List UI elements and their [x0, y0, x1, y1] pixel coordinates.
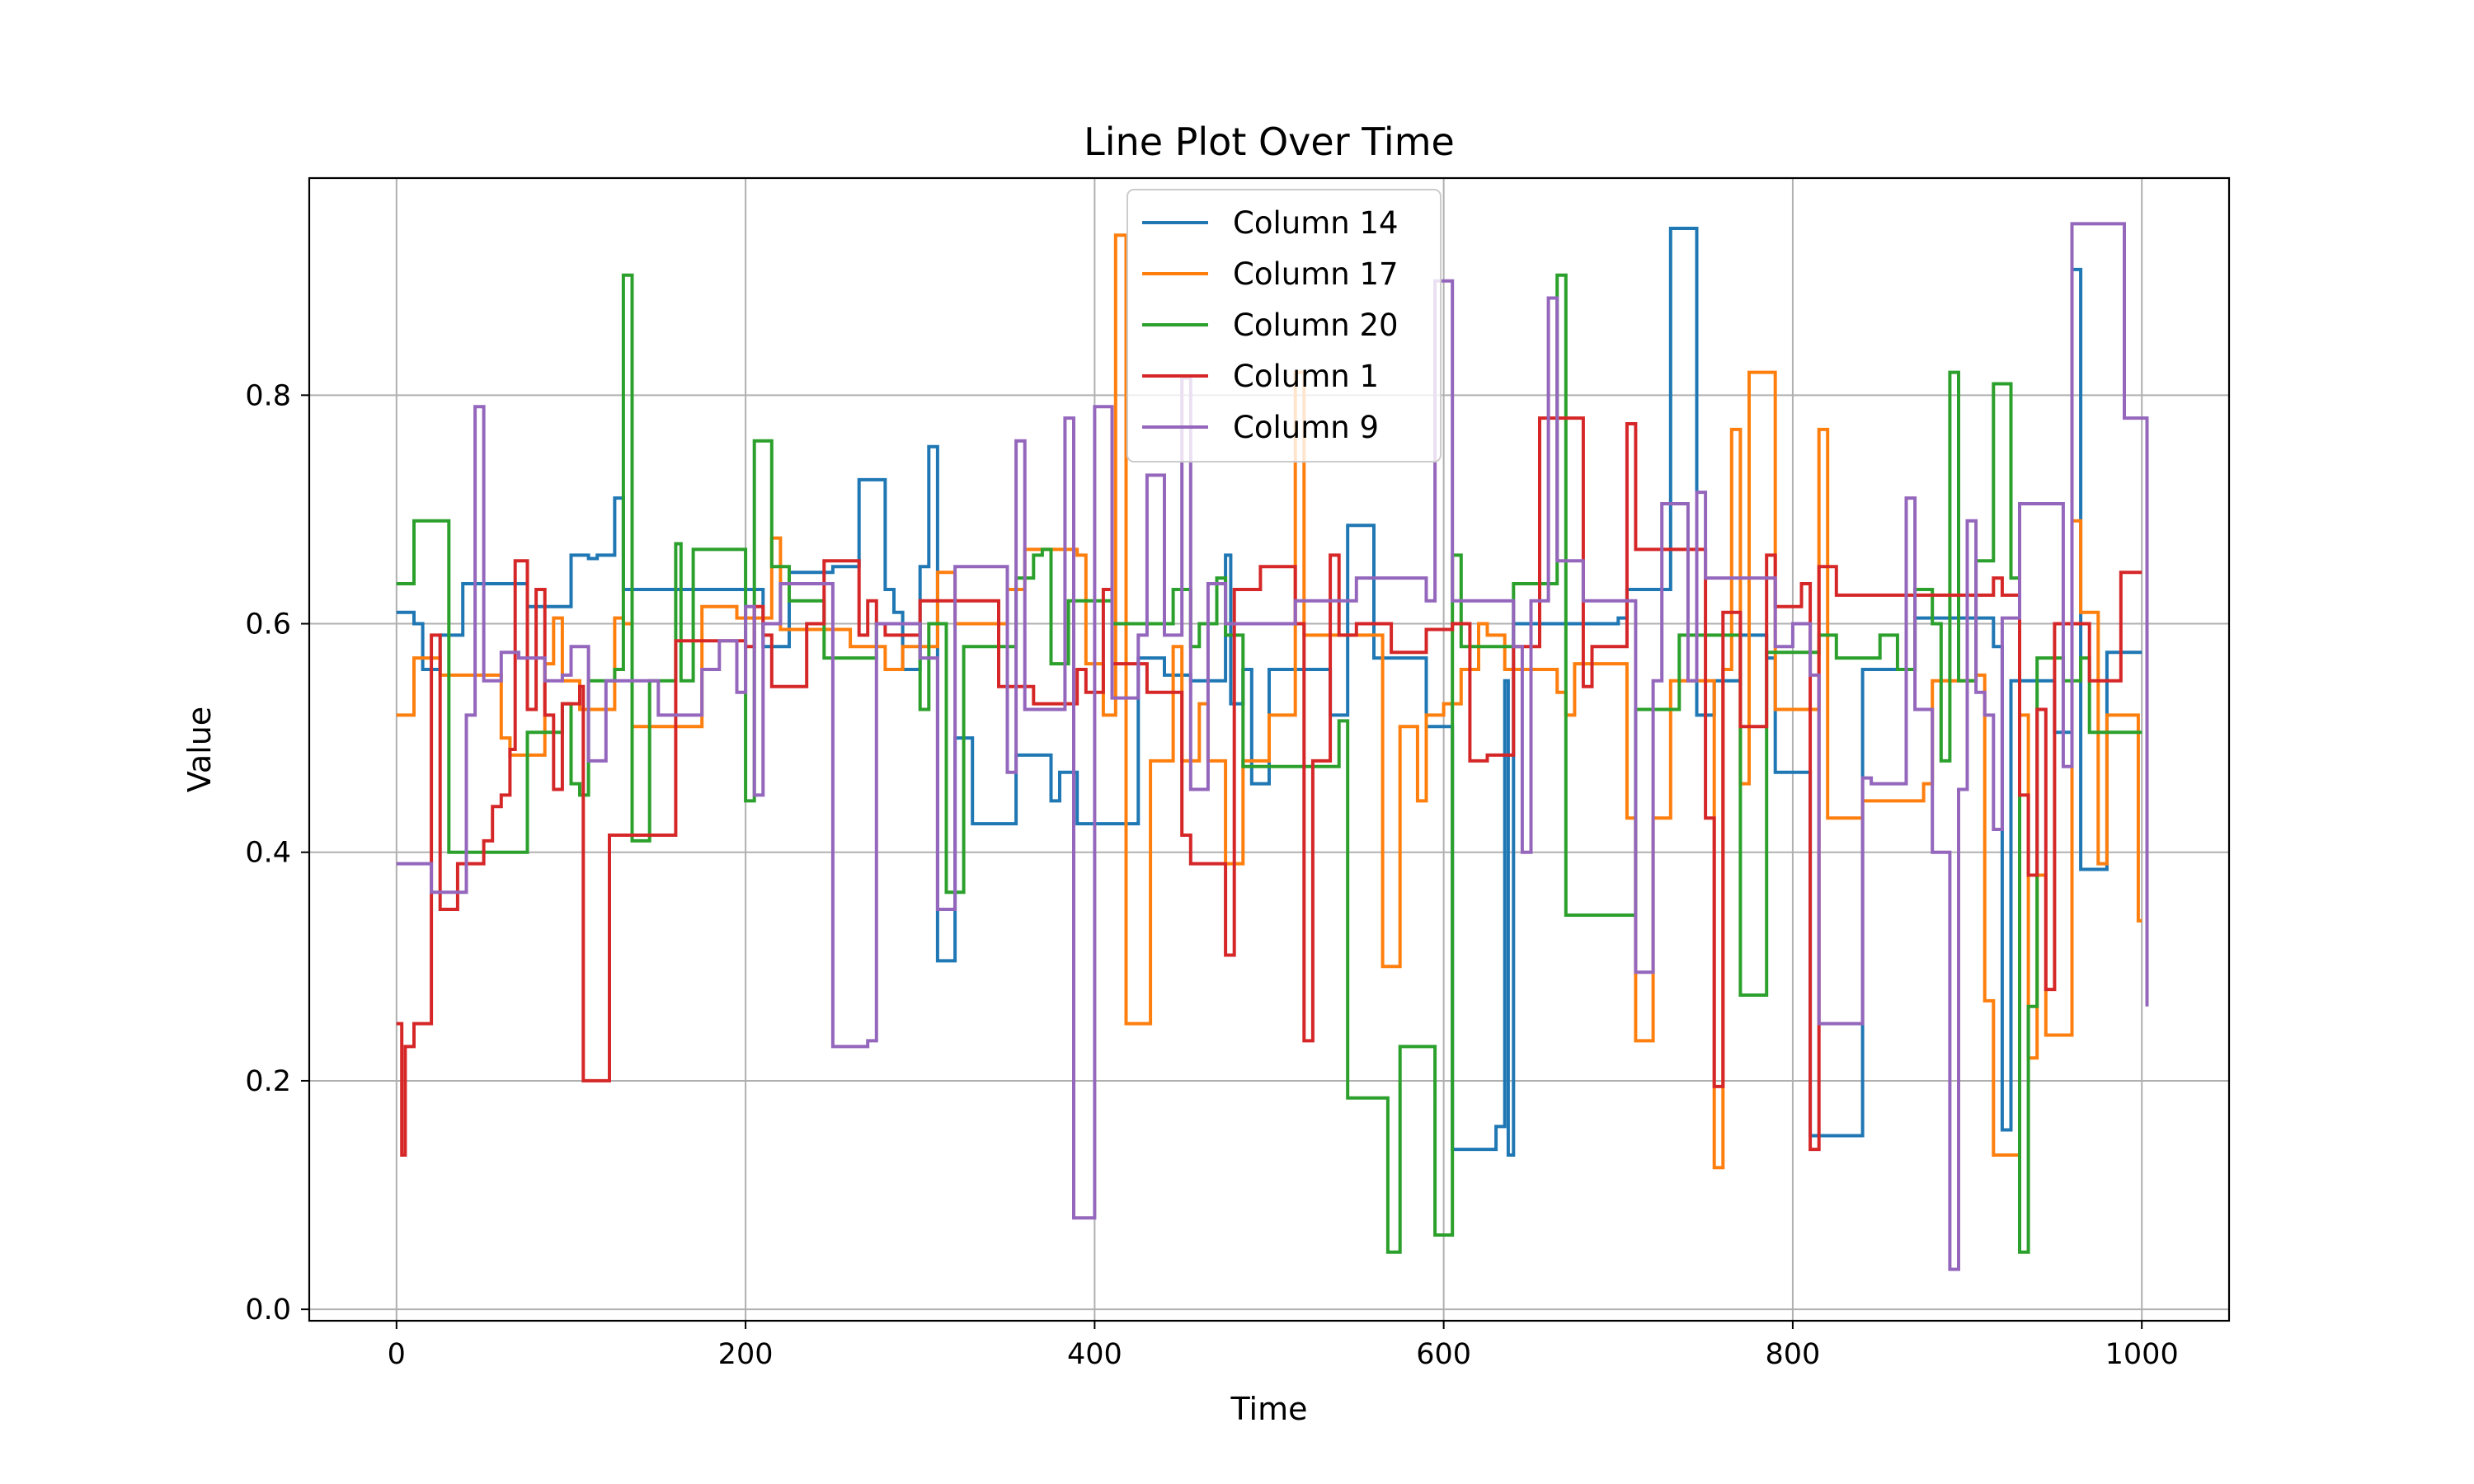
- axis-ticks: 0 200 400 600 800 1000 0.0 0.2 0.4 0.6 0.8: [245, 379, 2178, 1371]
- series-line-3: [396, 273, 2142, 1254]
- x-tick-label: 0: [388, 1338, 406, 1371]
- x-tick-label: 800: [1766, 1338, 1821, 1371]
- y-tick-label: 0.6: [245, 608, 291, 641]
- legend-label: Column 1: [1233, 359, 1379, 394]
- y-tick-label: 0.8: [245, 379, 291, 412]
- x-tick-label: 400: [1067, 1338, 1122, 1371]
- x-tick-label: 200: [718, 1338, 774, 1371]
- legend-label: Column 14: [1233, 205, 1399, 241]
- series-line-5: [396, 222, 2149, 1271]
- x-tick-label: 600: [1416, 1338, 1471, 1371]
- series-line-4: [396, 416, 2142, 1157]
- y-tick-label: 0.2: [245, 1065, 291, 1098]
- legend-label: Column 9: [1233, 410, 1379, 445]
- plot-frame: [308, 176, 2231, 1322]
- legend-label: Column 17: [1233, 256, 1399, 292]
- y-axis-label: Value: [181, 707, 218, 792]
- plot-series: [396, 222, 2149, 1271]
- x-axis-label: Time: [1230, 1391, 1308, 1427]
- series-line-1: [396, 227, 2142, 1157]
- y-tick-label: 0.4: [245, 837, 291, 870]
- series-line-2: [396, 233, 2142, 1170]
- y-tick-label: 0.0: [245, 1294, 291, 1327]
- legend-label: Column 20: [1233, 308, 1399, 343]
- legend: Column 14 Column 17 Column 20 Column 1 Colum…: [1126, 189, 1442, 463]
- x-tick-label: 1000: [2105, 1338, 2179, 1371]
- chart-title: Line Plot Over Time: [1084, 120, 1455, 164]
- legend-box: [1126, 189, 1442, 463]
